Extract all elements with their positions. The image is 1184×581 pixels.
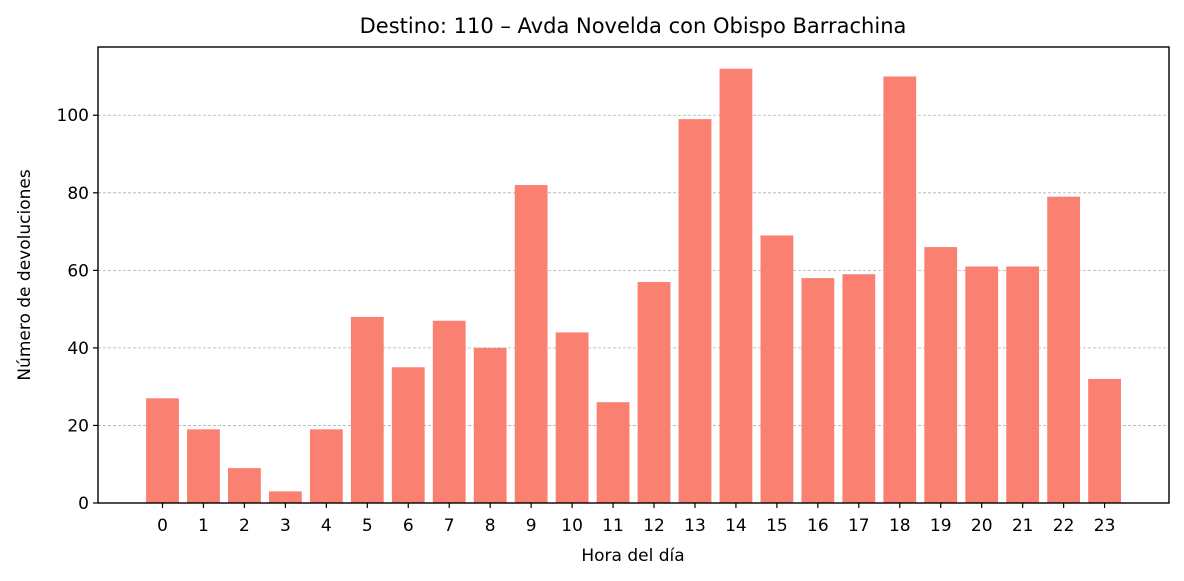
x-tick-label: 10 <box>561 516 583 536</box>
bar-hour-3 <box>268 491 302 503</box>
y-tick-label: 100 <box>57 106 89 126</box>
bar-hour-19 <box>924 247 958 503</box>
bar-hour-7 <box>432 320 466 503</box>
bar-hour-16 <box>801 278 835 503</box>
x-tick-label: 4 <box>321 516 332 536</box>
bar-hour-0 <box>146 398 179 503</box>
bar-hour-21 <box>1006 266 1040 503</box>
x-tick-label: 7 <box>444 516 455 536</box>
x-tick-label: 19 <box>930 516 952 536</box>
bar-hour-10 <box>555 332 589 503</box>
x-tick-label: 2 <box>239 516 250 536</box>
x-axis-label: Hora del día <box>581 546 684 566</box>
bars <box>146 68 1121 504</box>
y-tick-label: 60 <box>67 261 89 281</box>
bar-hour-22 <box>1047 196 1081 503</box>
y-axis: 0 20 40 60 80 100 <box>57 106 98 514</box>
x-tick-label: 12 <box>643 516 665 536</box>
x-tick-label: 22 <box>1053 516 1075 536</box>
x-tick-label: 8 <box>485 516 496 536</box>
x-tick-label: 13 <box>684 516 706 536</box>
y-tick-label: 0 <box>78 494 89 514</box>
x-tick-label: 16 <box>807 516 829 536</box>
bar-hour-15 <box>760 235 794 503</box>
x-axis: 0 1 2 3 4 5 6 7 8 9 10 11 12 13 14 15 16 17 18 19 20 21 22 23 <box>157 503 1115 536</box>
chart-title: Destino: 110 – Avda Novelda con Obispo B… <box>360 14 907 38</box>
x-tick-label: 9 <box>526 516 537 536</box>
bar-hour-2 <box>228 468 261 503</box>
x-tick-label: 11 <box>602 516 624 536</box>
bar-hour-18 <box>883 76 917 503</box>
bar-hour-23 <box>1088 378 1121 503</box>
x-tick-label: 23 <box>1094 516 1116 536</box>
bar-hour-17 <box>842 274 876 503</box>
x-tick-label: 17 <box>848 516 870 536</box>
bar-hour-20 <box>965 266 999 503</box>
bar-hour-1 <box>187 429 220 503</box>
x-tick-label: 15 <box>766 516 788 536</box>
y-tick-label: 40 <box>67 339 89 359</box>
x-tick-label: 3 <box>280 516 291 536</box>
y-tick-label: 20 <box>67 416 89 436</box>
y-axis-label: Número de devoluciones <box>15 169 35 380</box>
bar-hour-13 <box>678 119 712 504</box>
x-tick-label: 14 <box>725 516 747 536</box>
bar-hour-11 <box>596 402 630 503</box>
x-tick-label: 5 <box>362 516 373 536</box>
bar-hour-6 <box>391 367 425 503</box>
x-tick-label: 0 <box>157 516 168 536</box>
bar-hour-8 <box>473 347 507 503</box>
bar-hour-5 <box>350 316 384 503</box>
y-tick-label: 80 <box>67 184 89 204</box>
x-tick-label: 6 <box>403 516 414 536</box>
bar-hour-9 <box>514 185 548 503</box>
x-tick-label: 1 <box>198 516 209 536</box>
x-tick-label: 21 <box>1012 516 1034 536</box>
bar-hour-14 <box>719 68 753 503</box>
x-tick-label: 20 <box>971 516 993 536</box>
x-tick-label: 18 <box>889 516 911 536</box>
bar-hour-12 <box>637 281 671 503</box>
plot-frame <box>97 46 1170 504</box>
bar-hour-4 <box>309 429 343 503</box>
